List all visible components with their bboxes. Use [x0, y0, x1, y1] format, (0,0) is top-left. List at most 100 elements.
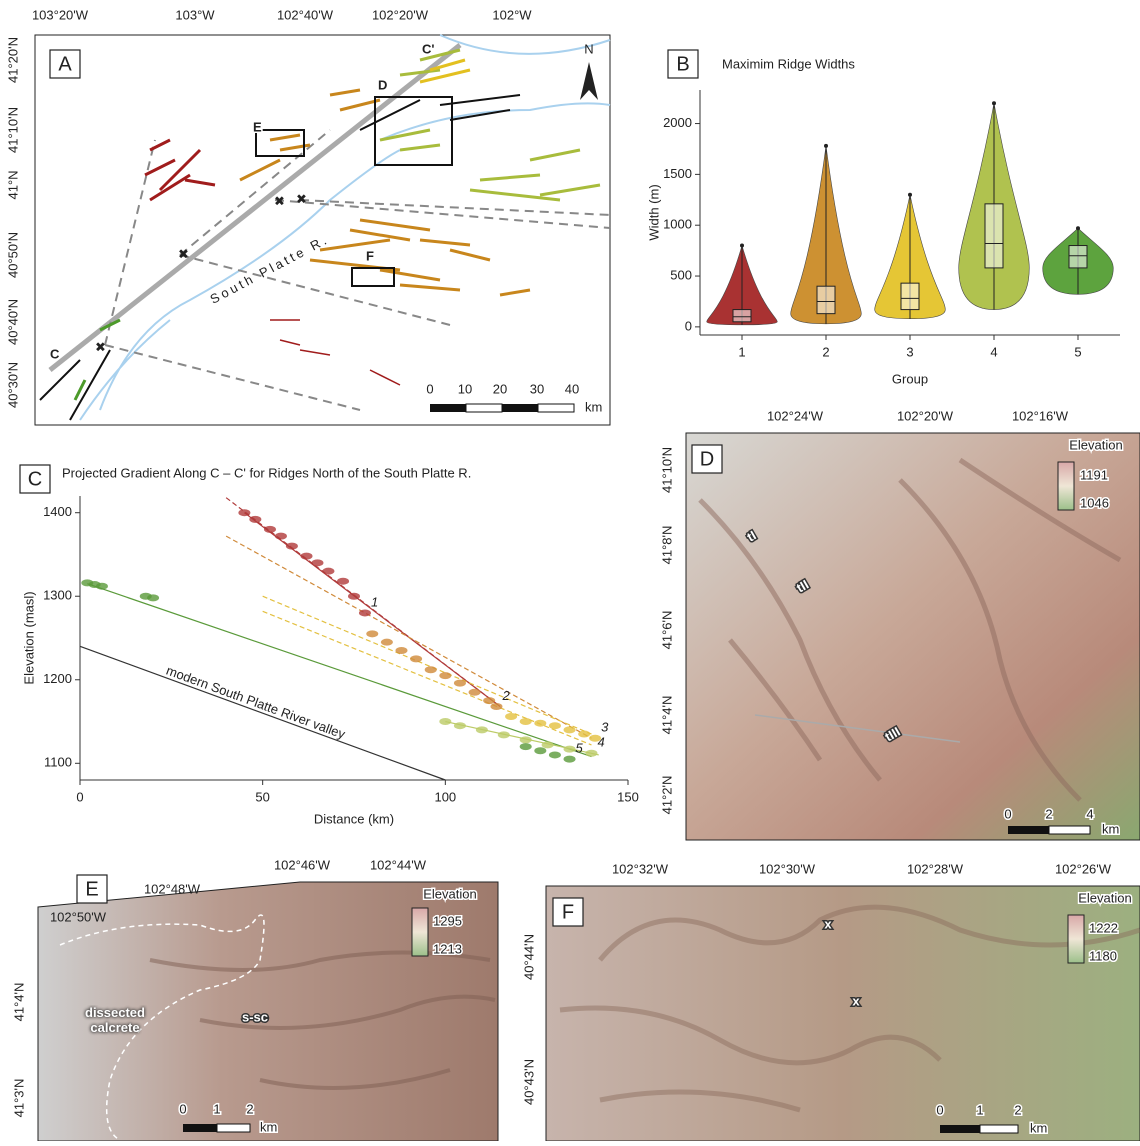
legend-ramp — [1068, 915, 1084, 963]
y-tick-label: 1300 — [43, 588, 72, 603]
point-cluster — [498, 731, 510, 738]
lat-label: 41°8'N — [659, 526, 674, 565]
scale-label: 0 — [426, 381, 433, 396]
y-tick-label: 500 — [670, 267, 692, 282]
site-marker: ✖ — [95, 339, 106, 354]
panel-label: A — [58, 53, 72, 75]
scale-bar — [466, 404, 502, 412]
point-cluster — [483, 697, 495, 704]
scale-bar — [1008, 826, 1049, 834]
lat-label: 41°6'N — [659, 611, 674, 650]
box — [817, 286, 835, 313]
point-cluster — [520, 736, 532, 743]
scale-label: 2 — [1045, 806, 1052, 821]
legend-title: Elevation — [423, 886, 476, 901]
point-cluster — [381, 639, 393, 646]
point-cluster — [578, 731, 590, 738]
outlier — [740, 244, 744, 248]
panel-label: F — [562, 901, 574, 923]
lon-label: 102°44'W — [370, 857, 427, 872]
panel-label: E — [85, 878, 98, 900]
scale-unit: km — [1030, 1120, 1047, 1135]
lon-label: 103°20'W — [32, 7, 89, 22]
scale-label: 30 — [530, 381, 544, 396]
point-cluster — [410, 655, 422, 662]
scale-bar — [183, 1124, 217, 1132]
y-tick-label: 1500 — [663, 166, 692, 181]
y-tick-label: 1100 — [44, 755, 72, 770]
scale-bar — [430, 404, 466, 412]
legend-high: 1222 — [1089, 920, 1118, 935]
point-cluster — [564, 756, 576, 763]
scale-label: 0 — [179, 1101, 186, 1116]
scale-label: 10 — [458, 381, 472, 396]
scale-label: 1 — [976, 1102, 983, 1117]
point-cluster — [439, 718, 451, 725]
point-cluster — [147, 594, 159, 601]
map-frame — [546, 886, 1140, 1141]
x-tick-label: 150 — [617, 789, 639, 804]
panel-label: C — [28, 468, 42, 490]
x-axis-label: Distance (km) — [314, 811, 394, 826]
scale-label: 1 — [213, 1101, 220, 1116]
panel-label: D — [700, 448, 714, 470]
scale-unit: km — [260, 1119, 277, 1134]
point-cluster — [549, 751, 561, 758]
series-label: 5 — [576, 741, 584, 756]
point-cluster — [549, 722, 561, 729]
y-tick-label: 1200 — [43, 671, 72, 686]
x-axis-label: Group — [892, 371, 928, 386]
box — [1069, 246, 1087, 268]
legend-high: 1191 — [1080, 467, 1108, 482]
legend-high: 1295 — [433, 913, 462, 928]
outlier — [992, 101, 996, 105]
x-tick-label: 3 — [906, 344, 913, 359]
scale-label: 4 — [1086, 806, 1093, 821]
point-cluster — [454, 680, 466, 687]
x-tick-label: 50 — [255, 789, 269, 804]
series-label: 3 — [601, 720, 609, 735]
legend-low: 1046 — [1080, 495, 1109, 510]
point-cluster — [425, 666, 437, 673]
x-tick-label: 0 — [76, 789, 83, 804]
panel-c: C — [20, 465, 50, 493]
lat-label: 40°40'N — [5, 299, 20, 345]
lon-label: 102°16'W — [1012, 408, 1069, 423]
box — [733, 310, 751, 322]
panel-f: F 102°32'W 102°30'W 102°28'W 102°26'W 40… — [521, 861, 1140, 1141]
y-tick-label: 0 — [685, 318, 692, 333]
map-label: F — [366, 248, 374, 263]
panel-d: D 102°24'W 102°20'W 102°16'W 41°10'N 41°… — [659, 408, 1140, 840]
lat-label: 40°50'N — [5, 232, 20, 278]
scale-label: 2 — [246, 1101, 253, 1116]
legend-low: 1213 — [433, 941, 462, 956]
chart-title: Maximim Ridge Widths — [722, 56, 855, 71]
x-tick-label: 100 — [434, 789, 456, 804]
point-cluster — [395, 647, 407, 654]
panel-b: B — [668, 50, 698, 78]
scale-label: 0 — [936, 1102, 943, 1117]
scale-label: 40 — [565, 381, 579, 396]
lon-label: 102°46'W — [274, 857, 331, 872]
legend-ramp — [1058, 462, 1074, 510]
point-cluster — [476, 726, 488, 733]
legend-title: Elevation — [1069, 437, 1122, 452]
point-cluster — [286, 543, 298, 550]
annotation: modern South Platte River valley — [164, 663, 347, 742]
point-cluster — [96, 583, 108, 590]
lon-label: 102°W — [492, 7, 532, 22]
scale-bar — [502, 404, 538, 412]
scale-bar — [980, 1125, 1018, 1133]
scale-unit: km — [585, 399, 602, 414]
scale-label: 20 — [493, 381, 507, 396]
point-cluster — [275, 533, 287, 540]
point-cluster — [439, 672, 451, 679]
point-cluster — [249, 516, 261, 523]
point-cluster — [337, 578, 349, 585]
scale-label: 0 — [1004, 806, 1011, 821]
site-marker: ✖ — [296, 191, 307, 206]
point-cluster — [564, 746, 576, 753]
point-cluster — [454, 722, 466, 729]
map-label: D — [378, 77, 387, 92]
page: ✖ ✖ ✖ ✖ A 103°20'W 103°W 102°40'W 102°20… — [0, 0, 1140, 1146]
